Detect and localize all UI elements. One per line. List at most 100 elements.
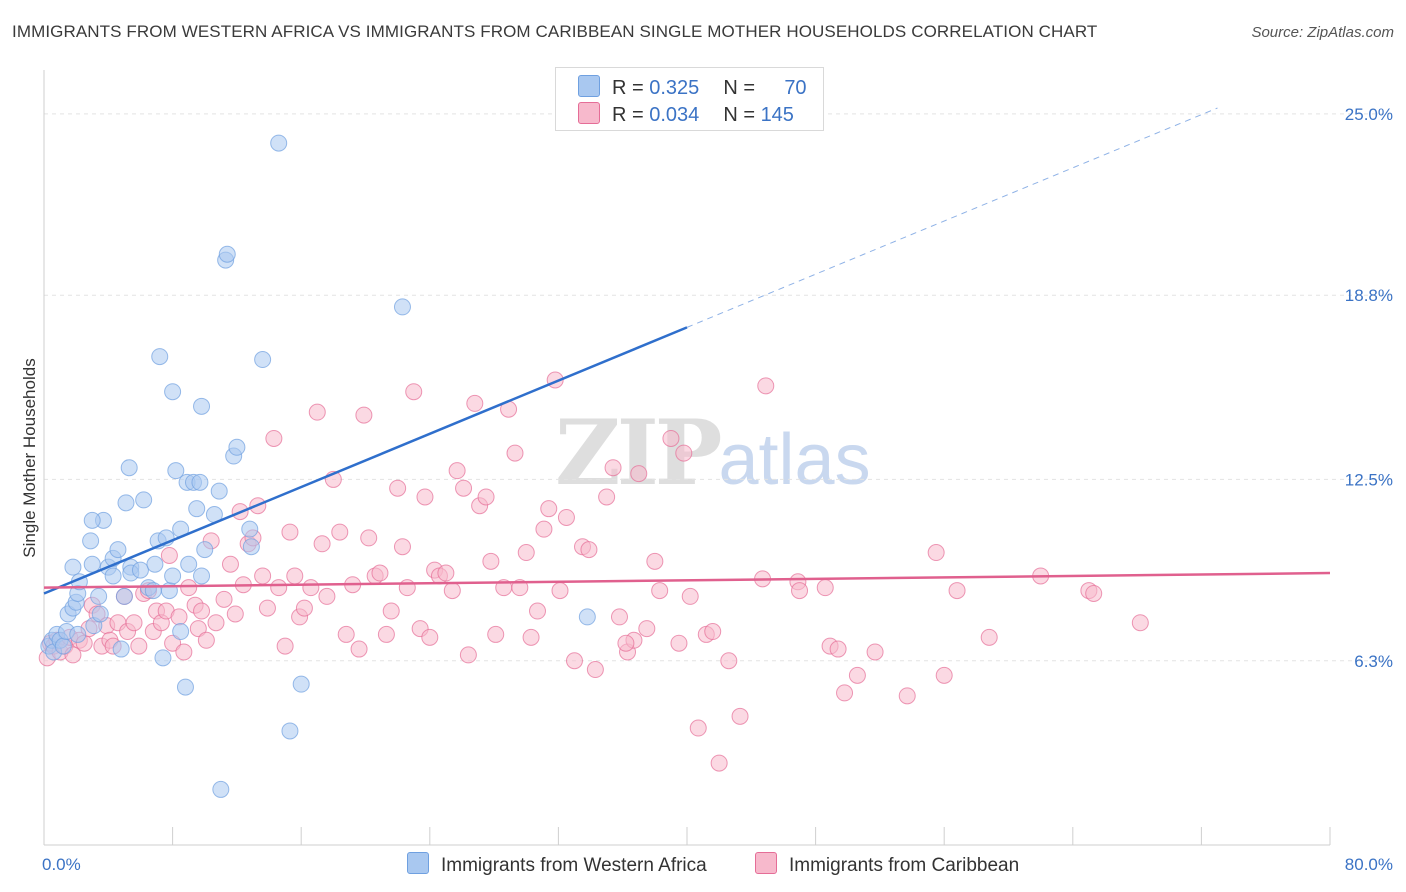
caribbean-point xyxy=(355,406,373,424)
western-africa-point xyxy=(91,605,109,623)
chart-source: Source: ZipAtlas.com xyxy=(1251,24,1394,41)
bottom-legend-swatch-western-africa xyxy=(407,852,429,874)
western-africa-point xyxy=(242,538,260,556)
caribbean-point xyxy=(927,544,945,562)
western-africa-point xyxy=(191,473,209,491)
caribbean-point xyxy=(720,652,738,670)
caribbean-point xyxy=(350,640,368,658)
caribbean-point xyxy=(791,582,809,600)
western-africa-point xyxy=(69,625,87,643)
caribbean-point xyxy=(651,582,669,600)
caribbean-trend-line xyxy=(43,571,1331,589)
caribbean-point xyxy=(482,552,500,570)
y-tick-label: 25.0% xyxy=(1345,105,1393,124)
western-africa-point xyxy=(104,567,122,585)
western-africa-point xyxy=(115,587,133,605)
bottom-legend-swatch-caribbean xyxy=(755,852,777,874)
western-africa-point xyxy=(241,520,259,538)
legend-r-label: R = xyxy=(612,77,650,99)
caribbean-point xyxy=(125,614,143,632)
caribbean-point xyxy=(295,599,313,617)
caribbean-point xyxy=(398,579,416,597)
caribbean-point xyxy=(448,462,466,480)
caribbean-point xyxy=(207,614,225,632)
caribbean-point xyxy=(281,523,299,541)
legend-r-label: R = xyxy=(612,104,650,126)
caribbean-point xyxy=(557,508,575,526)
caribbean-point xyxy=(816,579,834,597)
western-africa-point xyxy=(180,555,198,573)
legend-swatch-western-africa xyxy=(578,75,600,97)
caribbean-point xyxy=(258,599,276,617)
caribbean-point xyxy=(646,552,664,570)
y-tick-label: 12.5% xyxy=(1345,470,1393,489)
western-africa-point xyxy=(210,482,228,500)
western-africa-point xyxy=(83,511,101,529)
caribbean-point xyxy=(638,620,656,638)
caribbean-point xyxy=(221,555,239,573)
caribbean-point xyxy=(757,377,775,395)
legend-n-value: 70 xyxy=(784,77,807,99)
caribbean-point xyxy=(935,666,953,684)
western-africa-point xyxy=(83,555,101,573)
caribbean-point xyxy=(189,620,207,638)
western-africa-point xyxy=(578,608,596,626)
caribbean-point xyxy=(180,579,198,597)
caribbean-point xyxy=(265,429,283,447)
caribbean-point xyxy=(360,529,378,547)
caribbean-point xyxy=(980,628,998,646)
caribbean-point xyxy=(675,444,693,462)
caribbean-point xyxy=(175,643,193,661)
caribbean-point xyxy=(270,579,288,597)
caribbean-point xyxy=(662,429,680,447)
western-africa-point xyxy=(144,582,162,600)
caribbean-point xyxy=(604,459,622,477)
caribbean-point xyxy=(517,544,535,562)
legend-n-label: N = xyxy=(723,104,761,126)
legend: R = 0.325 N = 70 R = 0.034 N = 145 xyxy=(555,67,824,131)
caribbean-point xyxy=(254,567,272,585)
caribbean-point xyxy=(866,643,884,661)
western-africa-point xyxy=(176,678,194,696)
western-africa-point xyxy=(120,459,138,477)
western-africa-point xyxy=(154,649,172,667)
western-africa-point xyxy=(193,397,211,415)
western-africa-point xyxy=(131,561,149,579)
western-africa-point xyxy=(281,722,299,740)
chart-title: IMMIGRANTS FROM WESTERN AFRICA VS IMMIGR… xyxy=(12,22,1098,41)
y-axis-label: Single Mother Households xyxy=(20,358,39,557)
caribbean-point xyxy=(617,634,635,652)
caribbean-point xyxy=(170,608,188,626)
caribbean-point xyxy=(437,564,455,582)
caribbean-point xyxy=(382,602,400,620)
caribbean-point xyxy=(487,625,505,643)
western-africa-point xyxy=(254,351,272,369)
western-africa-point xyxy=(292,675,310,693)
caribbean-point xyxy=(226,605,244,623)
caribbean-point xyxy=(710,754,728,772)
western-africa-point xyxy=(54,637,72,655)
caribbean-point xyxy=(459,646,477,664)
western-africa-trend-extension xyxy=(686,107,1218,328)
western-africa-point xyxy=(109,541,127,559)
western-africa-point xyxy=(64,558,82,576)
caribbean-point xyxy=(421,628,439,646)
western-africa-point xyxy=(135,491,153,509)
trend-lines xyxy=(43,107,1331,595)
watermark-zip: ZIP xyxy=(555,400,722,506)
caribbean-point xyxy=(704,623,722,641)
caribbean-point xyxy=(337,625,355,643)
caribbean-point xyxy=(948,582,966,600)
western-africa-point xyxy=(188,500,206,518)
caribbean-point xyxy=(197,631,215,649)
western-africa-point xyxy=(212,780,230,798)
caribbean-point xyxy=(193,602,211,620)
caribbean-point xyxy=(689,719,707,737)
caribbean-point xyxy=(393,538,411,556)
western-africa-trend-line xyxy=(43,326,688,595)
caribbean-point xyxy=(630,465,648,483)
caribbean-point xyxy=(511,579,529,597)
western-africa-point xyxy=(112,640,130,658)
western-africa-point xyxy=(164,567,182,585)
